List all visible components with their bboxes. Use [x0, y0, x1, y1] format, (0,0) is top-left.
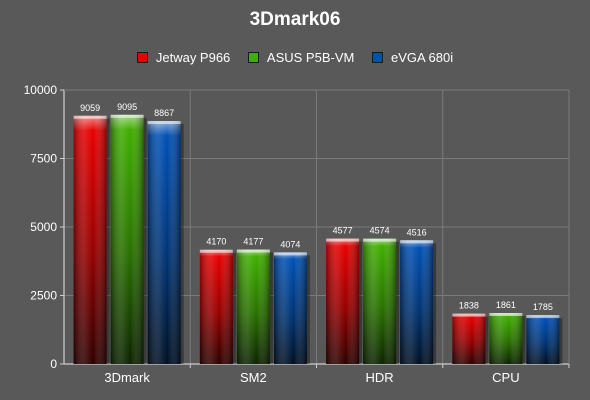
legend-item-evga: eVGA 680i — [371, 50, 454, 65]
data-label: 1785 — [533, 302, 553, 312]
bar-sheen — [199, 249, 233, 364]
legend-label-jetway: Jetway P966 — [155, 50, 231, 65]
bar-sheen — [147, 121, 181, 365]
bar-cap — [363, 238, 397, 242]
bar-cap — [273, 252, 307, 256]
bar-sheen — [363, 238, 397, 364]
bar-sheen — [110, 114, 144, 364]
data-label: 9059 — [80, 103, 100, 113]
y-tick-label: 7500 — [30, 152, 57, 166]
data-label: 1838 — [459, 301, 479, 311]
bar-cap — [73, 115, 107, 119]
y-tick-label: 5000 — [30, 220, 57, 234]
data-label: 4574 — [370, 226, 390, 236]
x-tick-label: 3Dmark — [104, 370, 150, 385]
y-tick-label: 2500 — [30, 289, 57, 303]
data-label: 9095 — [117, 102, 137, 112]
x-tick-label: CPU — [492, 370, 519, 385]
bar-cap — [110, 114, 144, 118]
y-tick-label: 10000 — [24, 83, 58, 97]
legend-item-jetway: Jetway P966 — [136, 50, 231, 65]
data-label: 4577 — [333, 226, 353, 236]
bar-cap — [489, 313, 523, 317]
data-label: 4516 — [407, 227, 427, 237]
bar-cap — [147, 121, 181, 125]
data-label: 4170 — [206, 237, 226, 247]
bar-sheen — [326, 238, 360, 364]
legend: Jetway P966 ASUS P5B-VM eVGA 680i — [0, 50, 590, 66]
legend-swatch-asus — [247, 52, 259, 63]
bar-sheen — [526, 315, 560, 364]
bar-cap — [199, 249, 233, 253]
data-label: 8867 — [154, 108, 174, 118]
data-label: 4177 — [243, 237, 263, 247]
bar-sheen — [236, 249, 270, 364]
bar-cap — [326, 238, 360, 242]
bar-cap — [400, 240, 434, 244]
bar-cap — [526, 315, 560, 319]
legend-label-evga: eVGA 680i — [390, 50, 454, 65]
bar-cap — [452, 313, 486, 317]
bar-sheen — [73, 115, 107, 364]
x-tick-label: HDR — [366, 370, 394, 385]
legend-swatch-evga — [371, 52, 383, 63]
bar-sheen — [452, 313, 486, 364]
bar-sheen — [400, 240, 434, 364]
data-label: 1861 — [496, 300, 516, 310]
legend-label-asus: ASUS P5B-VM — [266, 50, 355, 65]
y-tick-label: 0 — [50, 357, 57, 371]
chart-title: 3Dmark06 — [249, 9, 341, 30]
x-tick-label: SM2 — [240, 370, 267, 385]
legend-item-asus: ASUS P5B-VM — [247, 50, 355, 65]
bar-sheen — [273, 252, 307, 364]
data-label: 4074 — [280, 239, 300, 249]
bar-cap — [236, 249, 270, 253]
bar-sheen — [489, 313, 523, 364]
legend-swatch-jetway — [136, 52, 148, 63]
